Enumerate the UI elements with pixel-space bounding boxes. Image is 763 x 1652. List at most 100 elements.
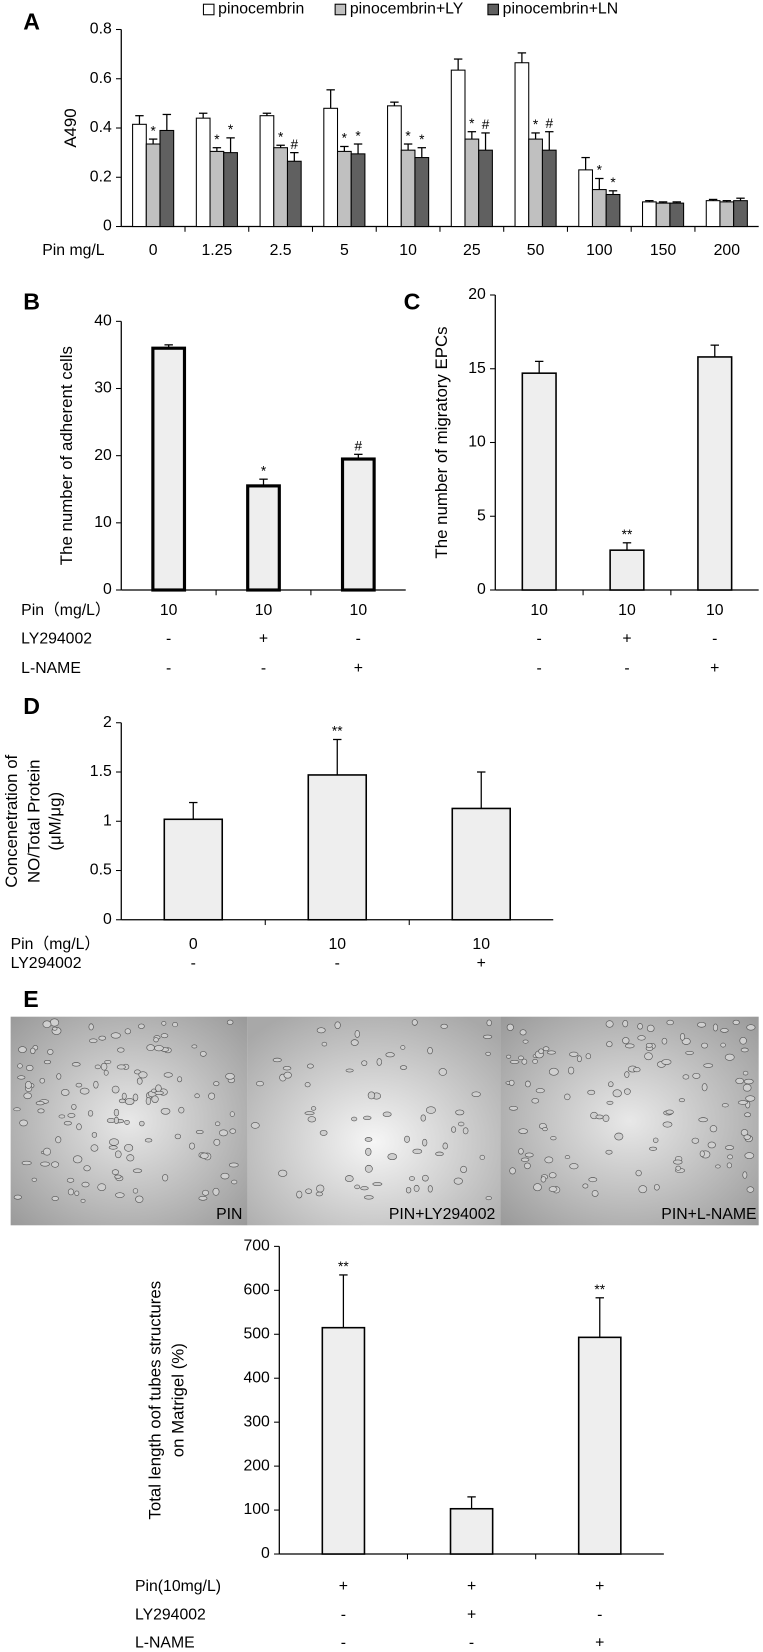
cell bbox=[132, 1168, 143, 1173]
cell bbox=[109, 1138, 119, 1146]
bar bbox=[449, 1507, 494, 1555]
y-tick-label: 0 bbox=[477, 581, 486, 598]
x-tick-label: 200 bbox=[714, 242, 741, 259]
cell bbox=[707, 1141, 716, 1149]
cell bbox=[52, 1026, 58, 1031]
row-label: LY294002 bbox=[135, 1606, 206, 1623]
bar bbox=[209, 150, 225, 228]
cell bbox=[724, 1053, 735, 1061]
cell bbox=[75, 1082, 83, 1088]
bar bbox=[323, 107, 339, 228]
cell bbox=[132, 1093, 139, 1102]
cell bbox=[699, 1150, 705, 1157]
cell bbox=[154, 1090, 164, 1096]
bar bbox=[591, 189, 607, 228]
cell bbox=[675, 1165, 681, 1171]
cell bbox=[721, 1103, 729, 1108]
cell bbox=[479, 1154, 485, 1160]
y-tick-label: 20 bbox=[94, 447, 112, 464]
cell bbox=[385, 1052, 395, 1058]
cell bbox=[455, 1109, 465, 1116]
x-tick-label: 10 bbox=[328, 936, 346, 953]
cell bbox=[745, 1095, 756, 1102]
cell bbox=[462, 1127, 469, 1135]
cell bbox=[550, 1136, 557, 1141]
y-tick-label: 15 bbox=[468, 360, 486, 377]
bar bbox=[719, 201, 735, 228]
y-tick-label: 0.6 bbox=[90, 70, 112, 87]
bar bbox=[145, 143, 161, 228]
cell bbox=[518, 1055, 524, 1061]
bar bbox=[521, 372, 557, 591]
cell bbox=[363, 1195, 374, 1200]
cell bbox=[606, 1100, 614, 1105]
cell bbox=[518, 1128, 528, 1134]
cell bbox=[742, 1070, 749, 1076]
cell bbox=[198, 1195, 208, 1201]
cell bbox=[506, 1023, 514, 1031]
cell bbox=[334, 1021, 341, 1029]
cell bbox=[111, 1169, 120, 1175]
cell bbox=[296, 1190, 303, 1199]
panel-label: E bbox=[23, 986, 38, 1012]
cell bbox=[83, 1165, 91, 1172]
cell bbox=[682, 1074, 690, 1080]
cell bbox=[742, 1083, 752, 1092]
cell bbox=[160, 1033, 169, 1039]
significance-mark: * bbox=[278, 129, 284, 144]
cell bbox=[548, 1186, 558, 1192]
significance-mark: * bbox=[214, 132, 220, 147]
cell bbox=[387, 1153, 398, 1161]
y-tick-label: 300 bbox=[243, 1413, 270, 1430]
cell bbox=[471, 1091, 481, 1098]
legend-label: pinocembrin+LN bbox=[503, 1, 618, 18]
cell bbox=[177, 1076, 183, 1083]
cell bbox=[145, 1096, 152, 1105]
cell bbox=[13, 1107, 21, 1112]
significance-mark: * bbox=[150, 123, 156, 138]
cell bbox=[376, 1058, 382, 1066]
x-tick-label: 10 bbox=[160, 602, 178, 619]
y-tick-label: 2 bbox=[103, 714, 112, 731]
cell bbox=[25, 1064, 34, 1071]
cell bbox=[17, 1075, 26, 1080]
cell bbox=[608, 1081, 614, 1088]
cell bbox=[98, 1035, 107, 1041]
cell bbox=[701, 1083, 708, 1092]
cell bbox=[638, 1185, 648, 1194]
legend-swatch bbox=[202, 3, 215, 16]
y-tick-label: 1 bbox=[103, 812, 112, 829]
cell bbox=[228, 1162, 239, 1168]
cell bbox=[602, 1114, 610, 1122]
row-label: L-NAME bbox=[21, 660, 81, 677]
cell bbox=[532, 1058, 538, 1064]
legend-swatch bbox=[487, 3, 499, 16]
cell bbox=[81, 1181, 90, 1188]
row-value: - bbox=[537, 660, 542, 677]
cell bbox=[725, 1145, 734, 1150]
cell bbox=[191, 1044, 198, 1049]
cell bbox=[87, 1110, 94, 1117]
cell bbox=[354, 1030, 360, 1038]
x-axis-label: Pin(10mg/L) bbox=[135, 1578, 221, 1595]
row-value: - bbox=[537, 631, 542, 648]
cell bbox=[250, 1122, 260, 1129]
cell bbox=[97, 1183, 107, 1192]
cell bbox=[382, 1111, 392, 1117]
cell bbox=[588, 1177, 598, 1183]
bar bbox=[307, 774, 368, 921]
cell bbox=[272, 1057, 282, 1063]
y-tick-label: 700 bbox=[243, 1238, 270, 1255]
cell bbox=[139, 1120, 145, 1127]
cell bbox=[363, 1115, 372, 1120]
cell bbox=[63, 1121, 72, 1126]
cell bbox=[61, 1089, 70, 1096]
bar bbox=[478, 149, 493, 228]
cell bbox=[126, 1154, 135, 1162]
cell bbox=[25, 1081, 32, 1089]
cell bbox=[522, 1039, 529, 1044]
cell bbox=[737, 1100, 748, 1105]
bar bbox=[151, 346, 187, 592]
cell bbox=[94, 1064, 101, 1070]
cell bbox=[622, 1037, 630, 1045]
